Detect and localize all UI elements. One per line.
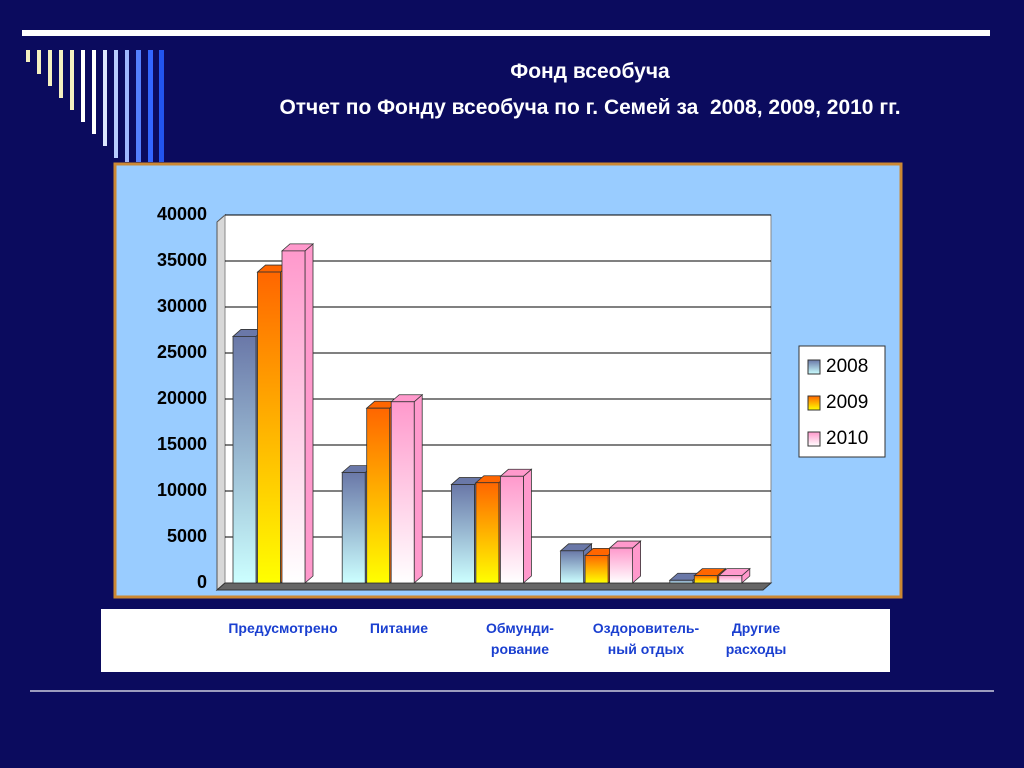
x-tick-label: Обмунди- рование: [486, 620, 554, 657]
bar: [608, 540, 642, 584]
subtitle: Отчет по Фонду всеобуча по г. Семей за 2…: [279, 96, 900, 119]
legend-swatch: [807, 431, 821, 447]
y-tick-label: 10000: [157, 480, 207, 500]
x-tick-label: Другие расходы: [725, 620, 787, 657]
top-rule: [22, 30, 990, 36]
y-tick-label: 15000: [157, 434, 207, 454]
floor: [215, 582, 773, 591]
bar-front: [560, 550, 584, 584]
bar-front: [584, 555, 609, 584]
legend-label: 2010: [826, 428, 868, 449]
decor-stripes: [26, 50, 164, 162]
bar-front: [281, 250, 306, 584]
bar-front: [232, 336, 257, 584]
bar: [499, 468, 533, 584]
x-tick-label: Питание: [369, 620, 429, 636]
legend-label: 2008: [826, 356, 868, 377]
bar: [390, 393, 424, 584]
bar-front: [718, 575, 743, 584]
bar: [280, 242, 315, 584]
bar-side: [304, 242, 314, 584]
legend-label: 2009: [826, 392, 868, 413]
y-tick-label: 35000: [157, 250, 207, 270]
x-tick-label: Предусмотрено: [228, 620, 338, 636]
y-tick-label: 0: [197, 572, 207, 592]
bar-front: [390, 401, 415, 584]
legend-swatch: [807, 395, 821, 411]
bar-front: [609, 547, 633, 584]
bar-front: [341, 472, 366, 584]
category-box: Предусмотрено Питание Обмунди- рование Оздо…: [101, 609, 890, 672]
y-tick-label: 30000: [157, 296, 207, 316]
legend-swatch: [807, 359, 821, 375]
bar-front: [475, 482, 500, 584]
y-tick-label: 40000: [157, 204, 207, 224]
bar-front: [257, 271, 281, 584]
x-tick-label: Оздоровитель- ный отдых: [592, 620, 700, 657]
bar: [717, 567, 751, 584]
bar-side: [413, 393, 423, 584]
bar-front: [499, 475, 524, 584]
left-wall: [216, 213, 226, 592]
title: Фонд всеобуча: [510, 60, 670, 83]
bar-front: [669, 579, 694, 584]
y-tick-label: 25000: [157, 342, 207, 362]
bar-front: [450, 484, 475, 584]
bar-front: [693, 575, 718, 584]
y-tick-label: 20000: [157, 388, 207, 408]
y-tick-label: 5000: [167, 526, 207, 546]
bar-side: [523, 468, 532, 584]
bar-front: [366, 407, 391, 584]
